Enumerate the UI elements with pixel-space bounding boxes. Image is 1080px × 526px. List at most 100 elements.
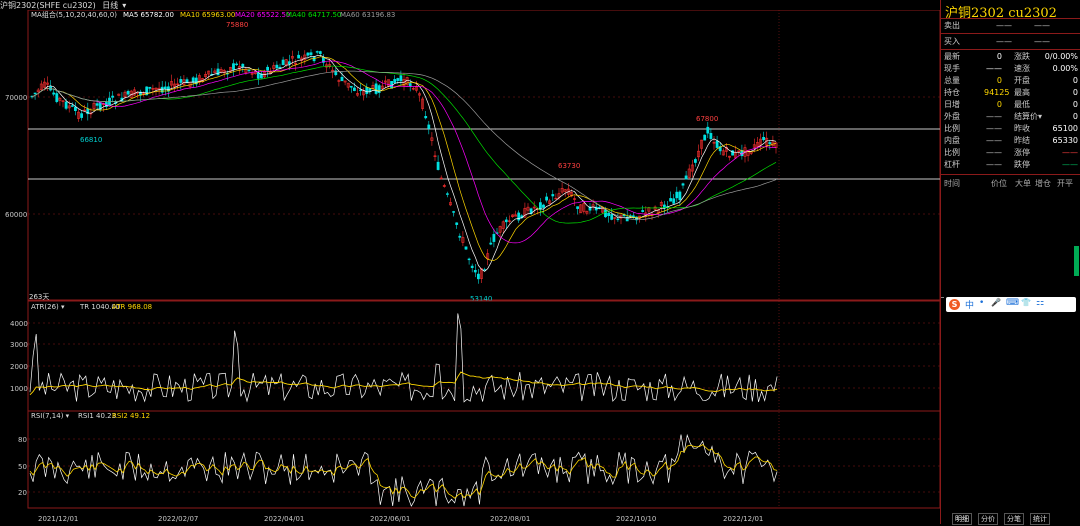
ma-group-label[interactable]: MA组合(5,10,20,40,60,0) <box>31 10 117 19</box>
candle-body <box>83 109 87 112</box>
candle-body <box>545 196 549 201</box>
candle-body <box>55 93 59 102</box>
tab-detail[interactable]: 明细 <box>952 513 972 525</box>
candle-body <box>588 206 592 211</box>
candle-body <box>548 200 552 205</box>
candle-body <box>511 214 514 217</box>
candle-body <box>439 177 443 180</box>
candle-body <box>523 208 527 218</box>
candle-body <box>383 80 387 83</box>
candle-body <box>207 70 211 75</box>
candle-body <box>408 83 412 87</box>
candle-body <box>58 97 62 101</box>
candle-body <box>424 116 428 119</box>
tr-label: TR 1040.00 <box>79 303 120 311</box>
quote-row[interactable]: 外盘 —— 结算价▾ 0 <box>944 112 1078 121</box>
candle-body <box>259 73 263 79</box>
tab-statistics[interactable]: 统计 <box>1030 513 1050 525</box>
candle-body <box>247 69 251 72</box>
skin-icon[interactable]: 👕 <box>1021 298 1031 307</box>
rsi-panel-frame <box>27 410 941 509</box>
kline-chart[interactable]: MA组合(5,10,20,40,60,0) MA5 65782.00 MA10 … <box>0 9 941 524</box>
candle-body <box>374 83 378 94</box>
candle-body <box>126 90 130 95</box>
rsi1-label: RSI1 40.23 <box>78 412 116 420</box>
quote-panel: 沪铜2302 cu2302 卖出 —— —— 买入 —— —— 最新 0 涨跌 0/0… <box>940 0 1080 524</box>
chart-area[interactable]: MA组合(5,10,20,40,60,0) MA5 65782.00 MA10 … <box>0 9 941 524</box>
candle-body <box>455 222 459 225</box>
atr-value-label: ATR 968.08 <box>112 303 152 311</box>
candle-body <box>77 111 80 119</box>
candle-body <box>154 87 158 90</box>
candle-body <box>396 78 400 81</box>
quote-row: 比例 —— 昨收 65100 <box>944 124 1078 133</box>
date-axis: 2021/12/01 2022/02/07 2022/04/01 2022/06… <box>38 515 763 523</box>
atr-legend[interactable]: ATR(26) ▾ <box>31 303 65 311</box>
candle-body <box>774 142 778 148</box>
candle-body <box>507 220 511 222</box>
candle-body <box>213 70 217 74</box>
quote-row: 持仓 94125 最高 0 <box>944 88 1078 97</box>
candle-body <box>445 193 449 195</box>
candle-body <box>712 142 716 144</box>
period-selector[interactable]: 日线 ▾ <box>102 1 127 10</box>
punctuation-icon[interactable]: • <box>979 298 985 308</box>
candle-body <box>356 93 359 96</box>
atr-tick-4000: 4000 <box>10 320 28 328</box>
candle-body <box>42 81 46 88</box>
sell-row[interactable]: 卖出 —— —— <box>944 20 1078 32</box>
candle-body <box>538 202 542 210</box>
candle-body <box>504 219 508 223</box>
price-tick-60000: 60000 <box>5 211 27 219</box>
candle-body <box>514 214 518 217</box>
candle-body <box>170 81 173 86</box>
sogou-logo-icon[interactable]: S <box>949 299 960 310</box>
candle-body <box>132 89 136 96</box>
ime-toolbar[interactable]: S 中 • 🎤 ⌨ 👕 ⚏ <box>946 297 1076 312</box>
candle-body <box>672 198 676 204</box>
atr-tick-3000: 3000 <box>10 341 28 349</box>
chart-title-bar: 沪铜2302(SHFE cu2302) 日线 ▾ <box>0 0 940 10</box>
rsi-tick-50: 50 <box>18 463 27 471</box>
rsi1-line <box>29 433 778 507</box>
candle-body <box>151 88 155 90</box>
candle-body <box>222 70 226 74</box>
date-tick: 2022/10/10 <box>616 515 656 523</box>
rsi-legend[interactable]: RSI(7,14) ▾ <box>31 412 70 420</box>
tr-line <box>29 313 778 403</box>
candle-body <box>250 73 254 75</box>
candle-body <box>467 258 471 261</box>
candle-body <box>604 209 607 218</box>
candle-body <box>235 63 239 66</box>
tab-price-distribution[interactable]: 分价 <box>978 513 998 525</box>
instrument-name[interactable]: 沪铜2302(SHFE cu2302) <box>0 1 96 10</box>
candle-body <box>145 86 149 96</box>
keyboard-icon[interactable]: ⌨ <box>1006 298 1019 308</box>
buy-row[interactable]: 买入 —— —— <box>944 36 1078 48</box>
candle-body <box>418 93 421 96</box>
quote-panel-title: 沪铜2302 cu2302 <box>945 6 1057 21</box>
candle-body <box>433 155 437 157</box>
annotation-low-53140: 53140 <box>470 295 492 303</box>
divider <box>941 297 944 298</box>
buy-price: —— <box>996 37 1012 46</box>
candle-body <box>721 150 725 156</box>
tab-tick[interactable]: 分笔 <box>1004 513 1024 525</box>
scrollbar-thumb[interactable] <box>1074 246 1079 276</box>
microphone-icon[interactable]: 🎤 <box>991 298 1001 307</box>
candle-body <box>328 64 332 67</box>
candle-body <box>365 87 369 94</box>
day-counter: 263天 <box>29 293 49 301</box>
candle-body <box>64 101 68 109</box>
candle-body <box>470 265 474 268</box>
toolbox-icon[interactable]: ⚏ <box>1036 298 1045 308</box>
ma-legend: MA组合(5,10,20,40,60,0) MA5 65782.00 MA10 … <box>31 10 395 19</box>
candle-body <box>728 155 731 158</box>
candle-body <box>340 76 344 82</box>
chinese-mode-icon[interactable]: 中 <box>965 301 975 311</box>
candle-body <box>718 146 722 152</box>
col-open-close: 开平 <box>1057 179 1073 188</box>
candle-body <box>359 89 363 92</box>
ma5-label: MA5 65782.00 <box>123 11 174 19</box>
candle-body <box>709 133 713 139</box>
